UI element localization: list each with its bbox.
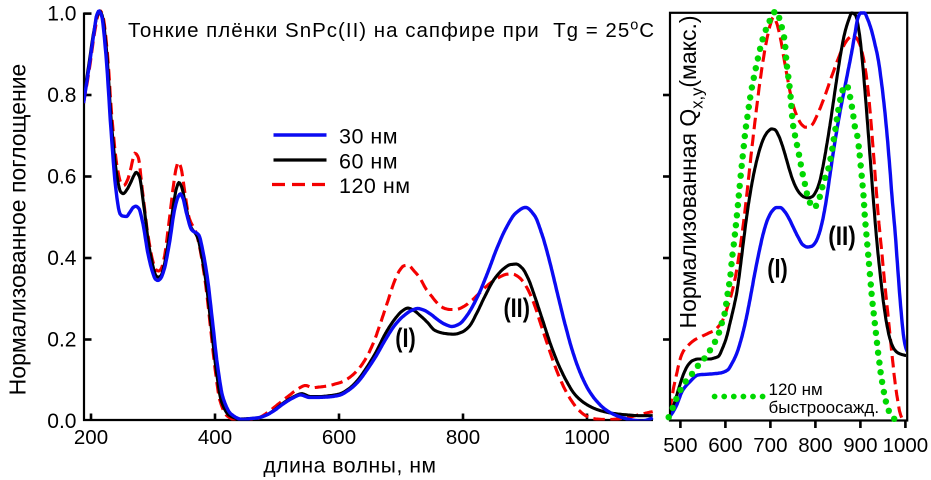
svg-text:0.6: 0.6 xyxy=(47,165,76,188)
svg-text:700: 700 xyxy=(753,434,787,457)
svg-text:800: 800 xyxy=(798,434,832,457)
svg-text:(I): (I) xyxy=(395,323,416,353)
svg-text:(II): (II) xyxy=(828,221,856,251)
svg-text:Тонкие плёнки SnPc(II) на сапф: Тонкие плёнки SnPc(II) на сапфире при Tg… xyxy=(128,18,655,43)
svg-text:30 нм: 30 нм xyxy=(339,125,398,149)
svg-text:120 нм: 120 нм xyxy=(339,174,411,198)
svg-text:500: 500 xyxy=(663,434,697,457)
svg-text:0.0: 0.0 xyxy=(47,410,76,433)
svg-text:600: 600 xyxy=(708,434,742,457)
svg-text:0.8: 0.8 xyxy=(47,84,76,107)
svg-text:быстроосажд.: быстроосажд. xyxy=(769,398,880,417)
svg-text:600: 600 xyxy=(322,426,356,449)
svg-text:0.2: 0.2 xyxy=(47,328,76,351)
svg-text:длина волны, нм: длина волны, нм xyxy=(263,455,436,478)
svg-text:Нормализованное поглощение: Нормализованное поглощение xyxy=(5,64,31,396)
svg-text:60 нм: 60 нм xyxy=(339,150,398,174)
svg-text:1.0: 1.0 xyxy=(47,3,76,26)
svg-text:(II): (II) xyxy=(503,293,530,323)
svg-text:(I): (I) xyxy=(767,254,788,284)
svg-text:800: 800 xyxy=(446,426,480,449)
svg-text:900: 900 xyxy=(843,434,877,457)
svg-text:1000: 1000 xyxy=(883,434,929,457)
svg-text:400: 400 xyxy=(198,426,232,449)
svg-text:1000: 1000 xyxy=(564,426,610,449)
svg-text:0.4: 0.4 xyxy=(47,247,77,270)
svg-text:120 нм: 120 нм xyxy=(769,380,823,399)
svg-text:200: 200 xyxy=(74,426,108,449)
